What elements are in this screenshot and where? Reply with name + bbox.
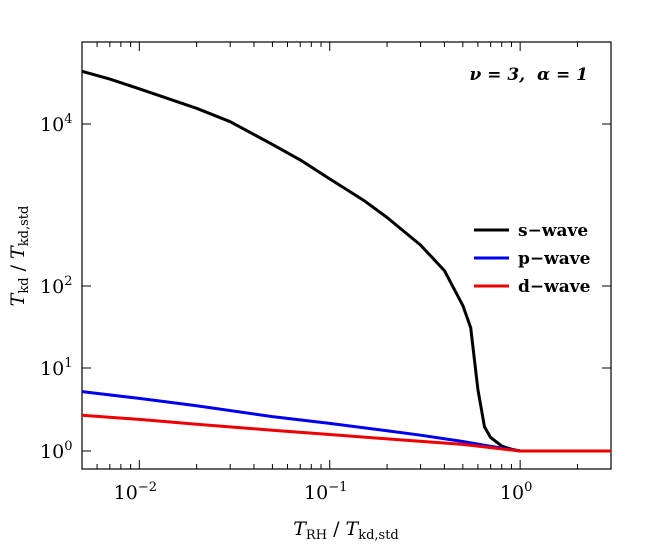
axis-ticks bbox=[81, 42, 612, 469]
tick-labels: 10−2 10−1 100 100 101 102 104 bbox=[40, 112, 532, 504]
legend-label-2: p−wave bbox=[518, 249, 591, 269]
annotation-alpha: α = 1 bbox=[537, 65, 588, 85]
series-lines bbox=[82, 69, 611, 453]
y-tick-label: 101 bbox=[40, 356, 72, 380]
y-tick-label: 102 bbox=[40, 274, 72, 298]
series-line-3 bbox=[82, 413, 611, 453]
legend-label-1: s−wave bbox=[518, 221, 588, 241]
y-tick-label: 100 bbox=[40, 439, 72, 463]
annotation: ν = 3, α = 1 bbox=[469, 65, 588, 85]
plot-frame bbox=[81, 41, 612, 470]
y-axis-label: Tkd / Tkd,std bbox=[7, 206, 32, 307]
annotation-nu: ν = 3, bbox=[469, 65, 525, 85]
x-tick-label: 100 bbox=[500, 480, 532, 504]
x-axis-label: TRH / Tkd,std bbox=[293, 518, 399, 543]
y-tick-label: 104 bbox=[40, 112, 72, 136]
x-tick-label: 10−2 bbox=[114, 480, 157, 504]
legend-label-3: d−wave bbox=[518, 277, 591, 297]
x-tick-label: 10−1 bbox=[304, 480, 347, 504]
legend: s−wave p−wave d−wave bbox=[474, 221, 591, 297]
